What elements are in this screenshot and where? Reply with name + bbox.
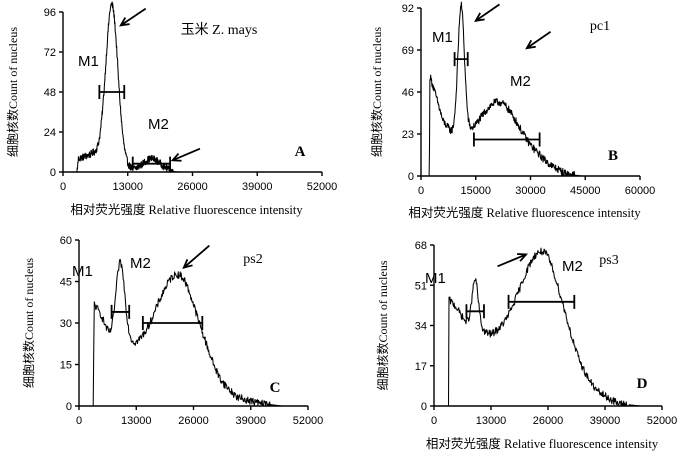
x-tick-label: 0 <box>60 181 66 193</box>
pointer-arrow <box>525 30 552 50</box>
gate-label-m2: M2 <box>562 258 583 275</box>
panel-title: ps2 <box>243 252 262 267</box>
panel-letter: A <box>295 144 306 160</box>
x-tick-label: 15000 <box>460 185 491 197</box>
x-tick-label: 39000 <box>242 181 273 193</box>
x-tick-label: 52000 <box>307 181 338 193</box>
x-tick-label: 30000 <box>515 185 546 197</box>
y-tick-label: 69 <box>402 45 414 57</box>
panel-a: 0 24 48 72 96 0 13000 26000 39000 52000 细胞核数Count … <box>5 1 338 217</box>
pointer-arrow <box>119 7 147 27</box>
x-tick-label: 45000 <box>570 185 601 197</box>
gate-label-m1: M1 <box>432 29 453 46</box>
y-tick-label: 68 <box>415 240 427 252</box>
histogram-trace <box>433 247 652 407</box>
gate-label-m1: M1 <box>78 53 99 70</box>
histogram-trace <box>62 1 188 173</box>
x-tick-label: 0 <box>418 185 424 197</box>
gate-label-m2: M2 <box>130 255 151 272</box>
y-tick-label: 23 <box>402 129 414 141</box>
y-tick-label: 0 <box>66 401 72 413</box>
x-tick-label: 26000 <box>178 415 209 427</box>
y-tick-label: 0 <box>421 401 427 413</box>
y-axis-label: 细胞核数Count of nucleus <box>5 27 20 157</box>
gate-label-m1: M1 <box>425 270 446 287</box>
gate-m1 <box>98 85 126 99</box>
y-tick-label: 24 <box>44 127 56 139</box>
x-tick-label: 0 <box>76 415 82 427</box>
x-tick-label: 52000 <box>647 415 678 427</box>
x-axis-label: 相对荧光强度 Relative fluorescence intensity <box>70 202 303 217</box>
gate-m1 <box>110 304 131 319</box>
y-tick-label: 0 <box>50 167 56 179</box>
y-tick-label: 15 <box>60 360 72 372</box>
panel-title: pc1 <box>590 19 610 34</box>
panel-title: ps3 <box>599 253 618 268</box>
y-axis-label: 细胞核数Count of nucleus <box>375 260 390 390</box>
axis-lines <box>433 245 662 407</box>
gate-m1 <box>453 52 469 67</box>
y-tick-label: 92 <box>402 3 414 15</box>
y-tick-label: 60 <box>60 235 72 247</box>
gate-m2 <box>131 156 171 171</box>
histogram-trace <box>420 1 591 177</box>
gate-m2 <box>141 316 204 330</box>
gate-m2 <box>473 132 541 147</box>
panel-c: 0 15 30 45 60 0 13000 26000 39000 52000 细胞核数Count … <box>21 235 323 427</box>
y-tick-label: 30 <box>60 318 72 330</box>
y-tick-label: 0 <box>408 171 414 183</box>
y-tick-label: 51 <box>415 280 427 292</box>
y-tick-label: 17 <box>415 361 427 373</box>
histogram-trace <box>78 258 293 407</box>
gate-label-m2: M2 <box>510 73 531 90</box>
x-tick-label: 39000 <box>235 415 266 427</box>
panel-letter: B <box>608 148 618 164</box>
y-tick-label: 96 <box>44 7 56 19</box>
x-tick-label: 52000 <box>293 415 324 427</box>
x-tick-label: 26000 <box>533 415 564 427</box>
x-tick-label: 39000 <box>590 415 621 427</box>
x-tick-label: 0 <box>431 415 437 427</box>
gate-m1 <box>465 304 485 319</box>
x-axis-label: 相对荧光强度 Relative fluorescence intensity <box>426 436 659 451</box>
pointer-arrow <box>170 147 201 162</box>
x-tick-label: 26000 <box>177 181 208 193</box>
y-axis-label: 细胞核数Count of nucleus <box>369 27 384 157</box>
panel-letter: C <box>270 380 281 396</box>
gate-m2 <box>507 294 576 309</box>
x-axis-label: 相对荧光强度 Relative fluorescence intensity <box>408 205 641 220</box>
pointer-arrow <box>497 253 528 268</box>
gate-label-m2: M2 <box>148 116 169 133</box>
y-tick-label: 46 <box>402 87 414 99</box>
y-tick-label: 72 <box>44 47 56 59</box>
y-tick-label: 45 <box>60 277 72 289</box>
panel-d: 0 17 34 51 68 0 13000 26000 39000 52000 细胞核数Count … <box>375 240 677 451</box>
pointer-arrow <box>474 3 500 22</box>
x-tick-label: 13000 <box>476 415 507 427</box>
y-axis-label: 细胞核数Count of nucleus <box>21 258 36 388</box>
x-tick-label: 60000 <box>625 185 656 197</box>
x-tick-label: 13000 <box>121 415 152 427</box>
y-tick-label: 48 <box>44 87 56 99</box>
gate-label-m1: M1 <box>72 263 93 280</box>
pointer-arrow <box>182 244 210 270</box>
y-tick-label: 34 <box>415 321 427 333</box>
panel-letter: D <box>637 376 648 392</box>
panel-b: 0 23 46 69 92 0 15000 30000 45000 60000 细胞核数Count … <box>369 1 656 220</box>
x-tick-label: 13000 <box>112 181 143 193</box>
panel-title: 玉米 Z. mays <box>181 22 258 38</box>
